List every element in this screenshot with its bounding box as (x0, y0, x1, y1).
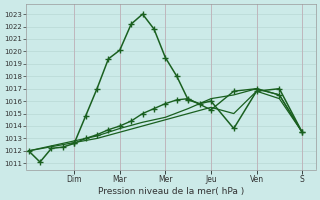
X-axis label: Pression niveau de la mer( hPa ): Pression niveau de la mer( hPa ) (98, 187, 244, 196)
